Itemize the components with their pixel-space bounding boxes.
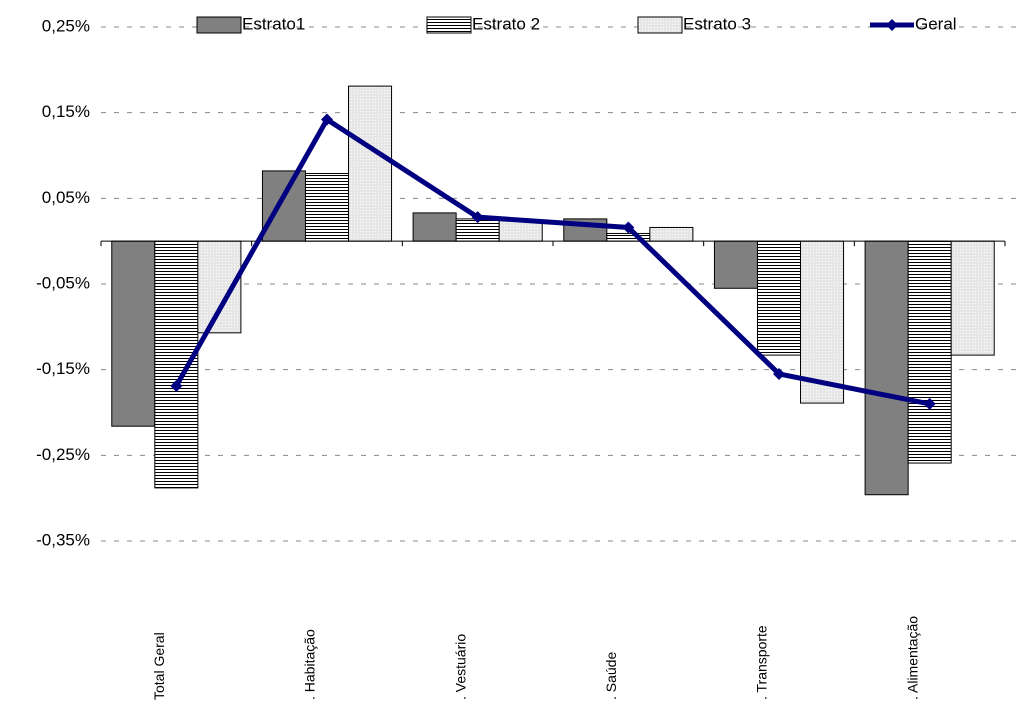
y-tick-label: 0,05% <box>42 188 90 207</box>
marker <box>471 211 484 224</box>
marker <box>170 379 183 392</box>
line <box>174 115 931 407</box>
bar <box>154 240 199 489</box>
bar <box>649 226 694 242</box>
y-tick-label: -0,25% <box>36 445 90 464</box>
legend-swatch <box>637 16 683 34</box>
marker <box>923 397 936 410</box>
x-tick-label: Total Geral <box>151 632 167 700</box>
bar <box>907 240 952 464</box>
legend-label: Estrato 3 <box>683 14 751 33</box>
bar <box>304 172 350 242</box>
bar <box>261 170 306 242</box>
y-tick-label: 0,15% <box>42 102 90 121</box>
marker <box>773 367 785 380</box>
x-tick-label: . Alimentação <box>904 616 920 700</box>
bar <box>412 212 457 242</box>
bar <box>713 240 758 289</box>
legend-label: Estrato 2 <box>472 14 540 33</box>
marker <box>622 221 635 234</box>
x-tick-label: . Saúde <box>603 652 619 700</box>
bar <box>950 240 995 356</box>
x-tick-label: . Vestuário <box>452 634 468 700</box>
bar <box>348 85 393 242</box>
legend-swatch <box>196 16 242 34</box>
legend-label: Geral <box>915 14 957 33</box>
bar <box>756 240 802 356</box>
legend-label: Estrato1 <box>242 14 305 33</box>
y-tick-label: -0,35% <box>36 530 90 549</box>
x-tick-label: . Transporte <box>754 625 770 700</box>
legend-marker <box>886 19 898 31</box>
marker <box>321 113 333 126</box>
bar <box>111 240 156 427</box>
y-tick-label: -0,15% <box>36 359 90 378</box>
bar <box>864 240 909 496</box>
y-tick-label: 0,25% <box>42 16 90 35</box>
y-tick-label: -0,05% <box>36 273 90 292</box>
bar <box>800 240 845 404</box>
legend-swatch <box>426 16 472 34</box>
x-tick-label: . Habitação <box>302 629 318 700</box>
